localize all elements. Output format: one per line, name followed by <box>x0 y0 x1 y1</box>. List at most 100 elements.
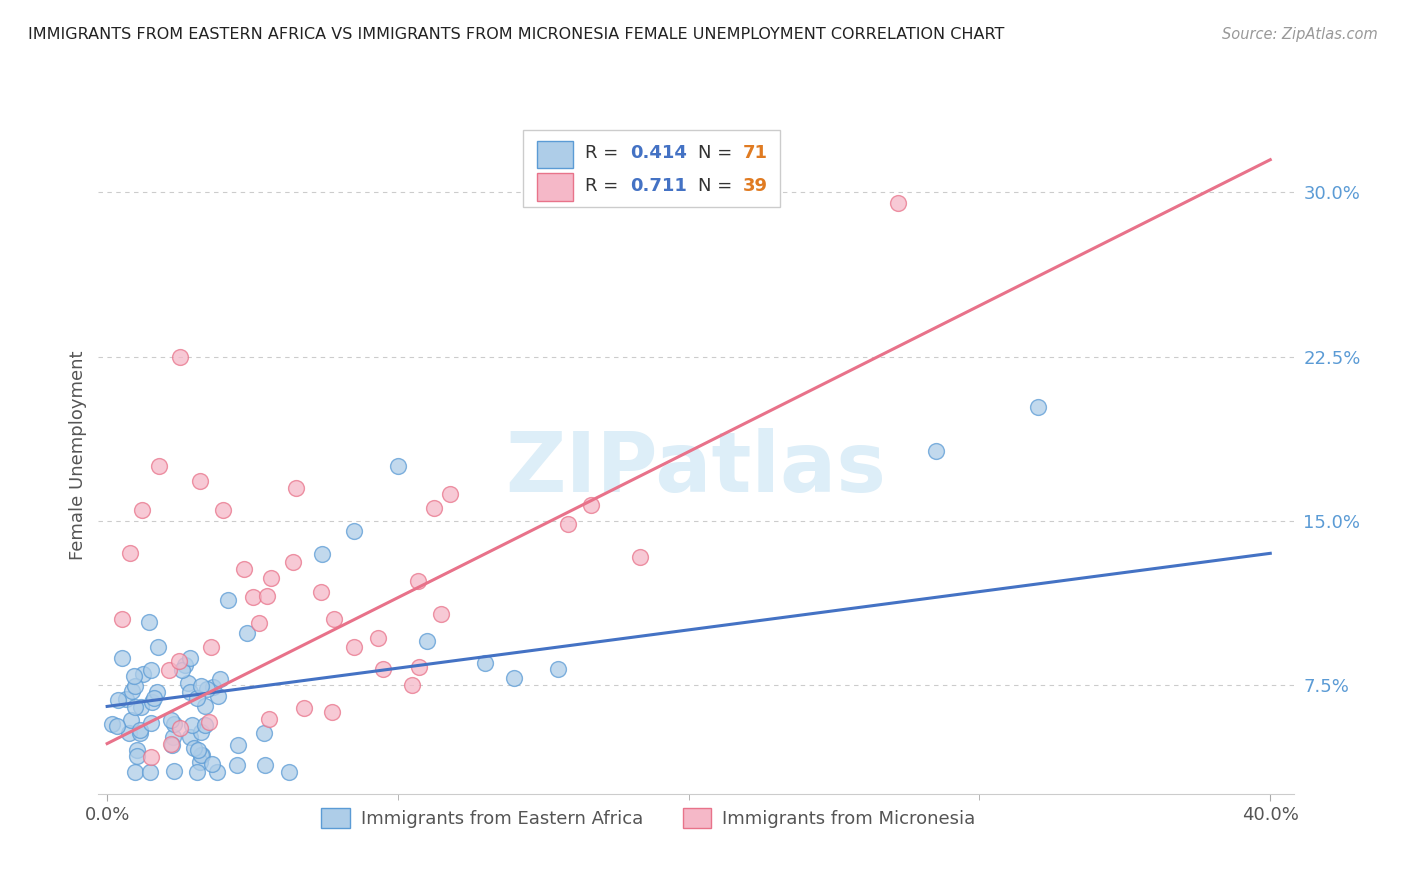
Point <box>160 738 183 752</box>
Point <box>122 669 145 683</box>
Point <box>183 741 205 756</box>
Point <box>292 701 315 715</box>
Point <box>311 547 333 561</box>
Point <box>139 764 162 779</box>
Point <box>129 699 152 714</box>
Point <box>232 562 254 576</box>
Point <box>201 756 224 771</box>
Point <box>139 749 162 764</box>
Point <box>125 743 148 757</box>
Point <box>408 659 430 673</box>
Point <box>128 726 150 740</box>
Point <box>198 714 221 729</box>
Point <box>141 695 163 709</box>
Point <box>115 691 138 706</box>
Point <box>169 721 191 735</box>
Point <box>259 712 281 726</box>
Text: N =: N = <box>699 177 738 194</box>
Point <box>191 747 214 762</box>
Point <box>226 757 249 772</box>
Point <box>254 758 277 772</box>
Point <box>179 731 201 745</box>
Text: 0.414: 0.414 <box>630 144 688 162</box>
Point <box>343 640 366 655</box>
Point <box>285 481 308 495</box>
Text: IMMIGRANTS FROM EASTERN AFRICA VS IMMIGRANTS FROM MICRONESIA FEMALE UNEMPLOYMENT: IMMIGRANTS FROM EASTERN AFRICA VS IMMIGR… <box>28 27 1004 42</box>
Point <box>190 748 212 763</box>
Point <box>242 590 264 604</box>
Point <box>179 651 201 665</box>
Point <box>167 654 190 668</box>
Point <box>111 650 134 665</box>
Point <box>226 738 249 752</box>
Point <box>131 502 153 516</box>
Point <box>111 612 134 626</box>
Point <box>406 574 429 588</box>
Point <box>579 498 602 512</box>
Point <box>157 663 180 677</box>
Text: Source: ZipAtlas.com: Source: ZipAtlas.com <box>1222 27 1378 42</box>
Point <box>401 677 423 691</box>
Point <box>121 684 143 698</box>
Point <box>124 700 146 714</box>
Point <box>200 640 222 654</box>
Point <box>323 612 346 626</box>
Point <box>260 571 283 585</box>
Point <box>628 550 651 565</box>
Point <box>124 679 146 693</box>
Point <box>367 631 389 645</box>
Legend: Immigrants from Eastern Africa, Immigrants from Micronesia: Immigrants from Eastern Africa, Immigran… <box>314 800 983 836</box>
Point <box>129 723 152 737</box>
FancyBboxPatch shape <box>537 141 572 168</box>
Point <box>1026 400 1049 414</box>
FancyBboxPatch shape <box>537 173 572 201</box>
Point <box>343 524 366 539</box>
Point <box>557 516 579 531</box>
Point <box>162 730 184 744</box>
Point <box>247 616 270 631</box>
Point <box>207 690 229 704</box>
Point <box>321 705 343 719</box>
Point <box>503 671 526 685</box>
Point <box>188 474 211 488</box>
Point <box>121 713 143 727</box>
Point <box>173 658 195 673</box>
Point <box>169 350 191 364</box>
Text: ZIPatlas: ZIPatlas <box>506 428 886 509</box>
Text: 0.711: 0.711 <box>630 177 688 194</box>
Point <box>547 662 569 676</box>
Point <box>925 443 948 458</box>
Point <box>387 458 409 473</box>
FancyBboxPatch shape <box>523 129 779 208</box>
Point <box>277 764 299 779</box>
Point <box>423 501 446 516</box>
Text: N =: N = <box>699 144 738 162</box>
Point <box>160 713 183 727</box>
Point <box>145 685 167 699</box>
Point <box>131 666 153 681</box>
Point <box>186 764 208 779</box>
Point <box>163 717 186 731</box>
Point <box>107 692 129 706</box>
Point <box>236 626 259 640</box>
Point <box>256 589 278 603</box>
Text: 71: 71 <box>742 144 768 162</box>
Point <box>439 487 461 501</box>
Point <box>195 681 218 696</box>
Point <box>194 698 217 713</box>
Point <box>179 685 201 699</box>
Point <box>416 633 439 648</box>
Text: 39: 39 <box>742 177 768 194</box>
Point <box>177 676 200 690</box>
Point <box>190 725 212 739</box>
Point <box>100 717 122 731</box>
Point <box>281 555 304 569</box>
Point <box>139 663 162 677</box>
Point <box>125 749 148 764</box>
Point <box>120 546 142 560</box>
Point <box>887 196 910 211</box>
Point <box>208 673 231 687</box>
Point <box>188 756 211 770</box>
Point <box>194 718 217 732</box>
Point <box>160 737 183 751</box>
